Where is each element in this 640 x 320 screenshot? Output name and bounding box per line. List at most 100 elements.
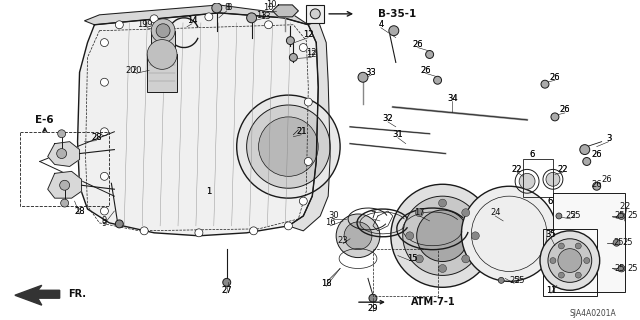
Text: 32: 32 [383, 114, 393, 124]
Text: 27: 27 [221, 286, 232, 295]
Circle shape [310, 9, 320, 19]
Circle shape [300, 197, 307, 205]
Text: FR.: FR. [68, 289, 86, 299]
Bar [373, 249, 438, 296]
Text: 26: 26 [559, 106, 570, 115]
Circle shape [147, 40, 177, 69]
Circle shape [100, 39, 108, 46]
Circle shape [406, 232, 413, 240]
Circle shape [499, 277, 504, 283]
Text: 2: 2 [620, 202, 625, 211]
Text: 18: 18 [321, 279, 332, 288]
Circle shape [618, 265, 625, 272]
Text: 20: 20 [125, 66, 136, 75]
Circle shape [237, 95, 340, 198]
Text: 19: 19 [137, 20, 147, 29]
Text: 31: 31 [392, 130, 403, 139]
Circle shape [246, 13, 257, 23]
Polygon shape [289, 21, 330, 231]
Text: ATM-7-1: ATM-7-1 [411, 297, 455, 307]
Text: 12: 12 [303, 30, 314, 39]
Circle shape [205, 13, 213, 21]
Text: 29: 29 [368, 304, 378, 313]
Text: 6: 6 [529, 150, 535, 159]
Circle shape [415, 209, 423, 217]
Text: 25: 25 [614, 212, 625, 220]
Circle shape [369, 294, 377, 302]
Text: 2: 2 [624, 202, 629, 211]
Circle shape [150, 15, 158, 23]
Circle shape [100, 128, 108, 136]
Text: 21: 21 [296, 127, 307, 136]
Circle shape [575, 243, 581, 249]
Text: 34: 34 [447, 93, 458, 103]
Text: 10: 10 [266, 0, 276, 10]
Circle shape [541, 80, 549, 88]
Circle shape [61, 199, 68, 207]
Text: 33: 33 [365, 68, 376, 77]
Circle shape [259, 117, 318, 176]
Circle shape [438, 199, 447, 207]
Text: 22: 22 [512, 165, 522, 174]
Circle shape [60, 180, 70, 190]
Text: 25: 25 [571, 212, 581, 220]
Text: 25: 25 [614, 264, 625, 273]
Text: 8: 8 [224, 4, 229, 12]
Text: 13: 13 [256, 11, 267, 20]
Circle shape [223, 278, 231, 286]
Text: 8: 8 [226, 4, 232, 12]
Text: 25: 25 [628, 212, 638, 220]
Text: 18: 18 [321, 279, 332, 288]
Bar [20, 132, 109, 206]
Polygon shape [48, 172, 81, 198]
Circle shape [403, 196, 483, 276]
Circle shape [287, 37, 294, 44]
Circle shape [472, 232, 479, 240]
Polygon shape [15, 285, 60, 305]
Text: 26: 26 [602, 175, 612, 184]
Text: 25: 25 [509, 276, 520, 285]
Text: 28: 28 [74, 206, 85, 215]
Text: 3: 3 [606, 134, 611, 143]
Circle shape [100, 172, 108, 180]
Text: 31: 31 [392, 130, 403, 139]
Circle shape [140, 227, 148, 235]
Circle shape [344, 222, 372, 250]
Circle shape [264, 21, 273, 29]
Text: 33: 33 [365, 68, 376, 77]
Circle shape [195, 229, 203, 237]
Bar [307, 5, 324, 23]
Text: 22: 22 [512, 165, 522, 174]
Circle shape [583, 157, 591, 165]
Bar [523, 159, 553, 197]
Text: E-6: E-6 [35, 115, 54, 125]
Text: 30: 30 [328, 212, 339, 220]
Circle shape [584, 258, 589, 264]
Circle shape [58, 130, 66, 138]
Text: 6: 6 [547, 196, 553, 206]
Text: 21: 21 [296, 127, 307, 136]
Polygon shape [84, 5, 308, 25]
Text: 26: 26 [550, 73, 560, 82]
Text: 32: 32 [383, 114, 393, 124]
Circle shape [551, 113, 559, 121]
Text: 14: 14 [187, 16, 197, 25]
Circle shape [550, 258, 556, 264]
Text: 22: 22 [557, 165, 568, 174]
Circle shape [540, 231, 600, 290]
Text: 25: 25 [514, 276, 525, 285]
Text: 9: 9 [102, 220, 107, 228]
Circle shape [575, 272, 581, 278]
Circle shape [462, 255, 470, 263]
Circle shape [151, 19, 175, 43]
Text: 13: 13 [260, 12, 271, 21]
Bar [543, 229, 596, 296]
Circle shape [417, 210, 468, 261]
Text: 23: 23 [338, 236, 348, 245]
Text: 34: 34 [447, 93, 458, 103]
Text: 7: 7 [371, 212, 376, 220]
Text: 26: 26 [412, 40, 423, 49]
Circle shape [433, 76, 442, 84]
Text: 16: 16 [325, 219, 335, 228]
Text: 26: 26 [591, 180, 602, 189]
